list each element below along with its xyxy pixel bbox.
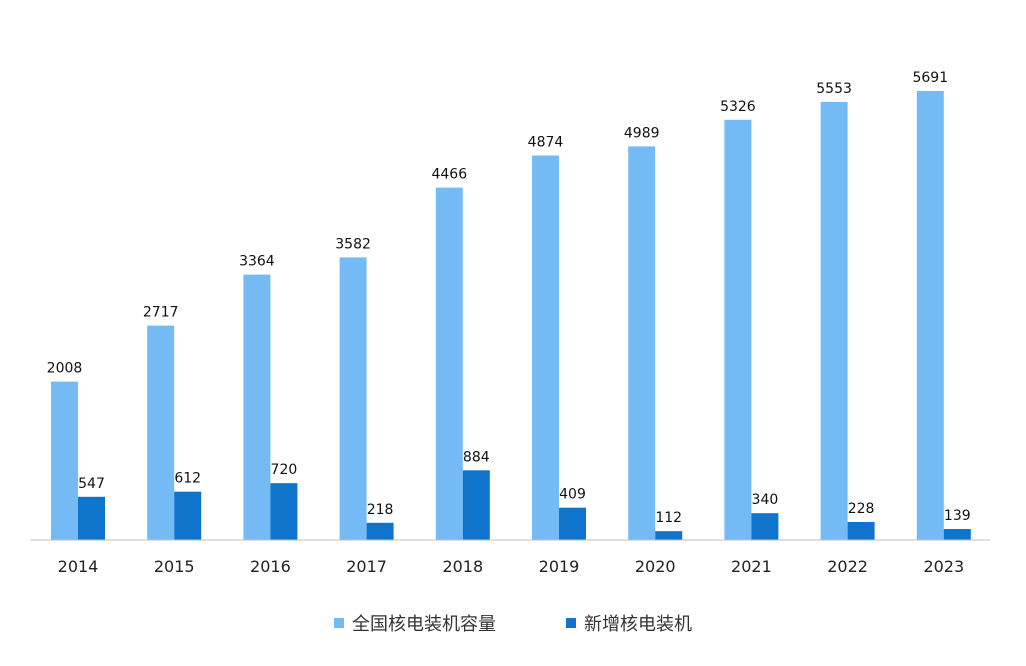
bar-total-2014 <box>51 381 78 540</box>
legend-swatch-total <box>334 618 344 628</box>
bar-total-2023 <box>916 91 944 540</box>
legend-label-total: 全国核电装机容量 <box>352 614 496 635</box>
x-tick-label-2021: 2021 <box>731 557 772 576</box>
data-label-new-2016: 720 <box>271 462 298 478</box>
x-tick-label-2018: 2018 <box>442 557 483 576</box>
bar-new-2015 <box>174 491 202 540</box>
bar-new-2022 <box>847 522 875 540</box>
data-label-total-2017: 3582 <box>335 236 371 252</box>
data-label-new-2020: 112 <box>655 510 682 526</box>
data-label-total-2014: 2008 <box>47 361 83 377</box>
data-label-total-2019: 4874 <box>528 135 564 151</box>
bar-total-2021 <box>724 119 752 541</box>
data-label-total-2021: 5326 <box>720 99 756 115</box>
bar-new-2014 <box>78 496 105 540</box>
bar-new-2016 <box>270 483 298 540</box>
legend: 全国核电装机容量 新增核电装机 <box>0 610 1026 636</box>
data-label-total-2022: 5553 <box>816 81 852 97</box>
x-tick-label-2019: 2019 <box>539 557 580 576</box>
bar-new-2023 <box>943 529 971 540</box>
bar-new-2021 <box>751 513 779 540</box>
data-label-new-2018: 884 <box>463 449 490 465</box>
bar-total-2017 <box>339 257 367 540</box>
bar-new-2018 <box>462 470 490 540</box>
data-label-new-2017: 218 <box>367 502 394 518</box>
x-tick-label-2015: 2015 <box>154 557 195 576</box>
bars-layer <box>51 91 971 541</box>
data-label-total-2015: 2717 <box>143 305 179 321</box>
bar-total-2020 <box>628 146 656 540</box>
x-tick-labels: 2014 2015 2016 2017 2018 2019 2020 2021 2022 2023 <box>58 557 965 576</box>
x-tick-label-2023: 2023 <box>923 557 964 576</box>
data-label-new-2022: 228 <box>848 501 875 517</box>
bar-total-2019 <box>532 155 559 540</box>
x-tick-label-2016: 2016 <box>250 557 291 576</box>
bar-total-2022 <box>820 101 848 541</box>
legend-item-total: 全国核电装机容量 <box>334 610 496 636</box>
x-tick-label-2017: 2017 <box>346 557 387 576</box>
legend-item-new: 新增核电装机 <box>566 610 692 636</box>
legend-swatch-new <box>566 618 576 628</box>
data-label-total-2023: 5691 <box>912 70 948 86</box>
data-label-new-2014: 547 <box>78 476 105 492</box>
bar-total-2018 <box>435 187 463 540</box>
data-label-total-2016: 3364 <box>239 254 275 270</box>
x-tick-label-2022: 2022 <box>827 557 868 576</box>
data-label-new-2021: 340 <box>752 492 779 508</box>
data-label-total-2018: 4466 <box>431 167 467 183</box>
bar-new-2020 <box>655 531 683 540</box>
data-label-new-2015: 612 <box>174 471 201 487</box>
data-labels-layer: 2008 547 2717 612 3364 720 3582 218 4466 884 4874 4… <box>47 70 971 526</box>
legend-label-new: 新增核电装机 <box>584 614 692 635</box>
data-label-total-2020: 4989 <box>624 125 660 141</box>
data-label-new-2023: 139 <box>944 508 971 524</box>
x-tick-label-2014: 2014 <box>58 557 99 576</box>
bar-total-2016 <box>243 274 271 540</box>
data-label-new-2019: 409 <box>559 487 586 503</box>
bar-new-2019 <box>559 507 586 540</box>
x-tick-label-2020: 2020 <box>635 557 676 576</box>
bar-new-2017 <box>366 522 394 540</box>
bar-total-2015 <box>147 325 175 540</box>
